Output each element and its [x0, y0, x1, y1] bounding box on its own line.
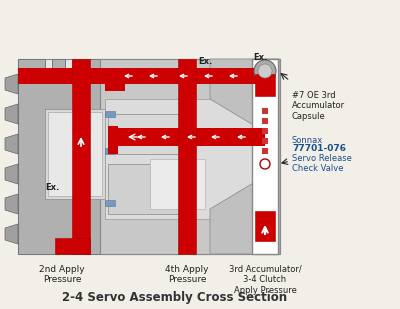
Bar	[55, 238, 90, 254]
Bar	[105, 148, 115, 154]
Bar	[262, 148, 268, 154]
Text: Servo Release
Check Valve: Servo Release Check Valve	[292, 154, 352, 173]
Circle shape	[258, 64, 272, 78]
Bar	[255, 74, 275, 96]
Text: 2nd Apply
Pressure: 2nd Apply Pressure	[39, 265, 85, 284]
Bar	[105, 71, 125, 91]
Bar	[18, 59, 280, 254]
Bar	[115, 128, 265, 146]
Text: 3rd Accumulator/
3-4 Clutch
Apply Pressure: 3rd Accumulator/ 3-4 Clutch Apply Pressu…	[229, 265, 301, 295]
Text: Ex.: Ex.	[45, 183, 59, 192]
Text: #7 OE 3rd
Accumulator
Capsule: #7 OE 3rd Accumulator Capsule	[292, 91, 345, 121]
Polygon shape	[5, 104, 18, 124]
Polygon shape	[5, 134, 18, 154]
Bar	[262, 118, 268, 124]
Text: Sonnax: Sonnax	[292, 136, 323, 145]
Bar	[108, 164, 188, 214]
Text: Ex.: Ex.	[253, 53, 267, 61]
Bar	[178, 59, 196, 254]
Polygon shape	[5, 224, 18, 244]
Polygon shape	[100, 59, 280, 254]
Polygon shape	[5, 164, 18, 184]
Bar	[150, 159, 205, 209]
Text: Ex.: Ex.	[198, 57, 212, 66]
Bar	[72, 59, 90, 254]
Polygon shape	[18, 59, 105, 254]
Polygon shape	[210, 59, 280, 254]
Text: 2-4 Servo Assembly Cross Section: 2-4 Servo Assembly Cross Section	[62, 291, 288, 304]
Bar	[18, 68, 260, 84]
Bar	[108, 114, 188, 154]
Bar	[45, 109, 105, 199]
Bar	[105, 99, 275, 219]
Text: 77701-076: 77701-076	[292, 144, 346, 153]
Bar	[262, 138, 268, 144]
Circle shape	[254, 60, 276, 82]
Bar	[262, 108, 268, 114]
Bar	[262, 128, 268, 134]
Bar	[252, 59, 278, 254]
Bar	[105, 111, 115, 117]
Bar	[255, 211, 275, 241]
Bar	[48, 112, 102, 196]
Bar	[105, 200, 115, 206]
Bar	[108, 126, 118, 154]
Polygon shape	[5, 74, 18, 94]
Circle shape	[260, 159, 270, 169]
Text: 4th Apply
Pressure: 4th Apply Pressure	[165, 265, 209, 284]
Polygon shape	[5, 194, 18, 214]
